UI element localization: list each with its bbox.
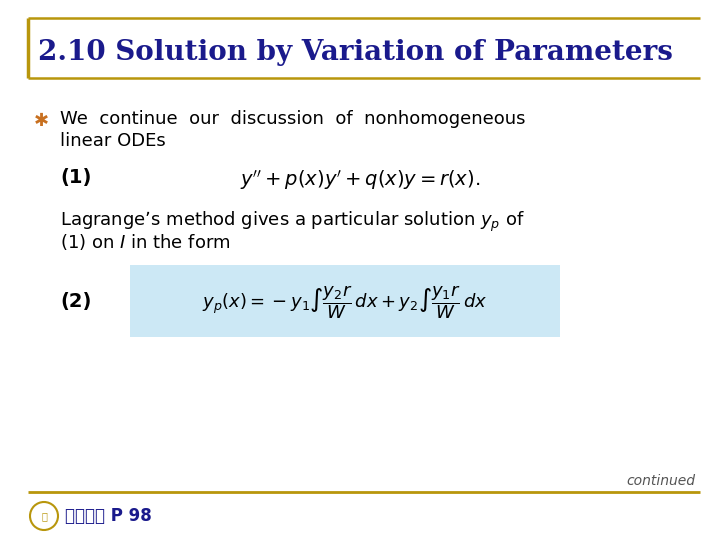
Text: (1): (1) xyxy=(60,168,91,187)
Text: ✱: ✱ xyxy=(34,112,49,130)
Text: We  continue  our  discussion  of  nonhomogeneous: We continue our discussion of nonhomogen… xyxy=(60,110,526,128)
Text: (2): (2) xyxy=(60,293,91,312)
Text: 小: 小 xyxy=(41,511,47,521)
Text: continued: continued xyxy=(626,474,695,488)
Bar xyxy=(130,265,560,337)
Text: 歐亞書局 P 98: 歐亞書局 P 98 xyxy=(65,507,152,525)
Text: 2.10 Solution by Variation of Parameters: 2.10 Solution by Variation of Parameters xyxy=(38,38,673,65)
Text: linear ODEs: linear ODEs xyxy=(60,132,166,150)
Text: (1) on $I$ in the form: (1) on $I$ in the form xyxy=(60,232,230,252)
Text: $y'' + p(x)y' + q(x)y = r(x).$: $y'' + p(x)y' + q(x)y = r(x).$ xyxy=(240,168,480,192)
Text: $y_p(x) = -y_1\int\dfrac{y_2 r}{W}\,dx + y_2\int\dfrac{y_1 r}{W}\,dx$: $y_p(x) = -y_1\int\dfrac{y_2 r}{W}\,dx +… xyxy=(202,283,487,321)
Text: Lagrange’s method gives a particular solution $y_p$ of: Lagrange’s method gives a particular sol… xyxy=(60,210,525,234)
